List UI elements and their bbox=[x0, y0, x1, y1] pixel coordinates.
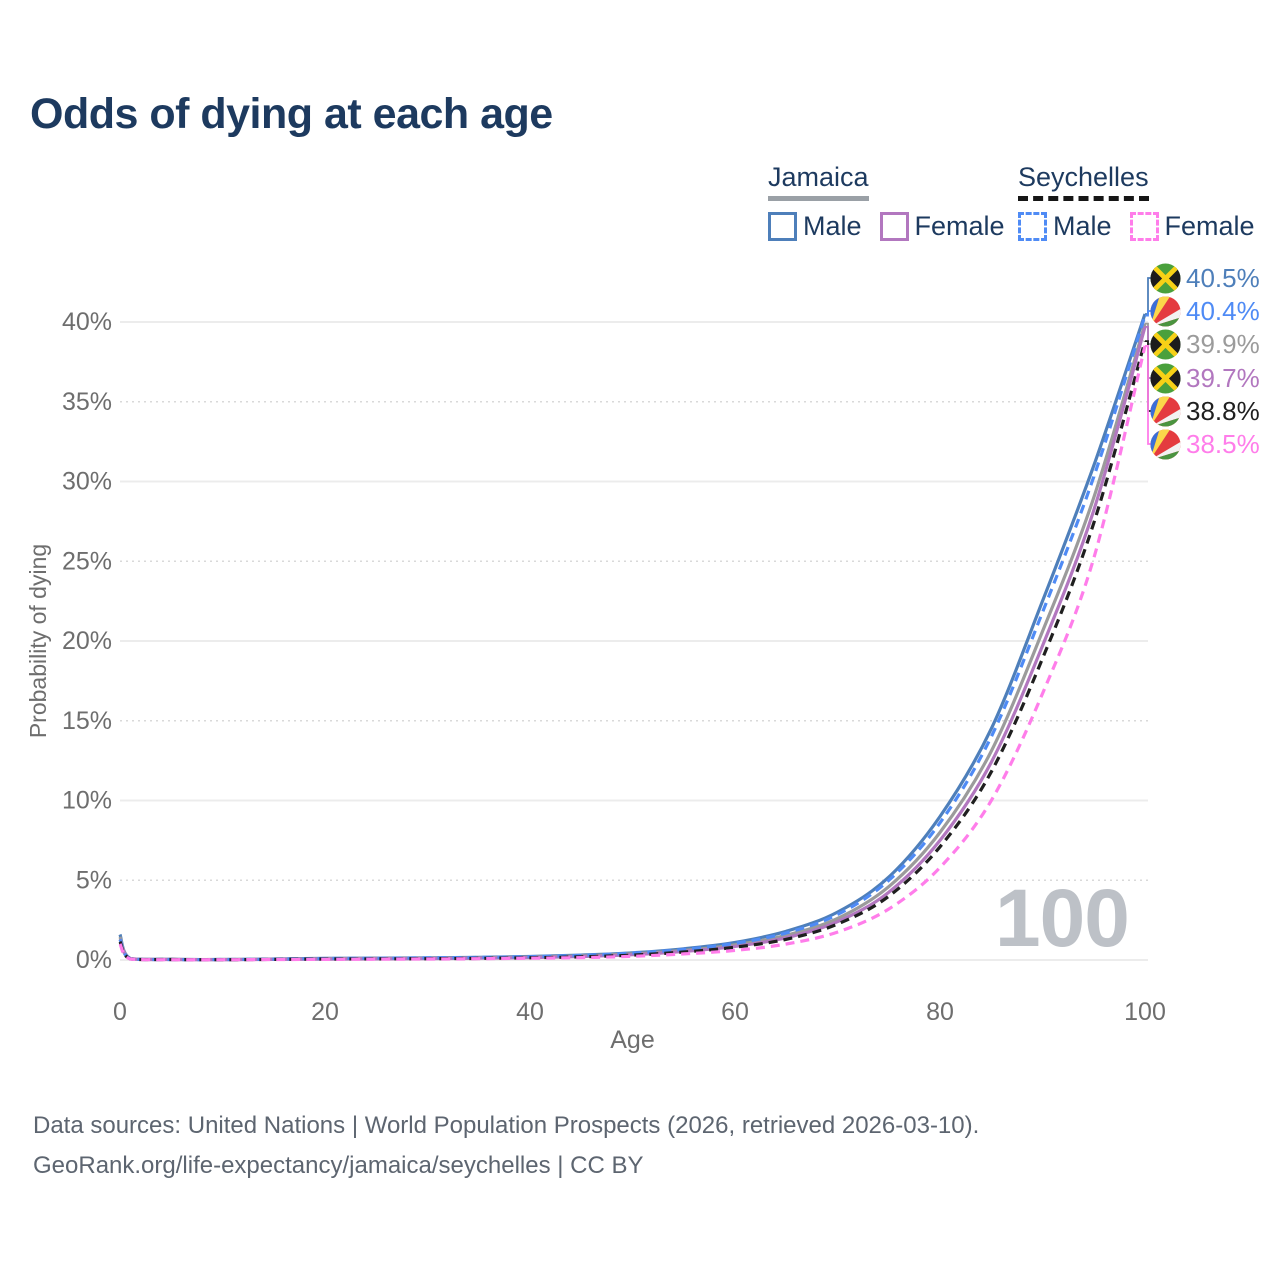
legend-header-seychelles[interactable]: Seychelles bbox=[1018, 162, 1149, 201]
end-label-seychelles-female[interactable]: 38.5% bbox=[1150, 428, 1260, 460]
flag-icon-jamaica bbox=[1150, 362, 1181, 394]
series-line-seychelles-female[interactable] bbox=[118, 345, 1147, 962]
flag-icon-seychelles bbox=[1150, 395, 1181, 427]
legend-swatch-jamaica-female[interactable] bbox=[879, 212, 909, 241]
y-tick-label: 35% bbox=[62, 388, 112, 416]
end-label-jamaica-female[interactable]: 39.7% bbox=[1150, 362, 1260, 394]
y-axis-title: Probability of dying bbox=[25, 544, 51, 738]
y-tick-label: 10% bbox=[62, 787, 112, 815]
legend-label-seychelles-female[interactable]: Female bbox=[1164, 211, 1255, 241]
legend-group-seychelles: Seychelles Male Female bbox=[1018, 162, 1273, 242]
y-tick-label: 5% bbox=[76, 866, 112, 894]
series-line-seychelles-both[interactable] bbox=[118, 340, 1147, 962]
legend-swatch-jamaica-male[interactable] bbox=[768, 212, 797, 241]
y-tick-label: 0% bbox=[76, 946, 112, 974]
x-tick-label: 60 bbox=[721, 998, 749, 1026]
flag-icon-seychelles bbox=[1150, 295, 1181, 327]
series-line-jamaica-male[interactable] bbox=[118, 313, 1147, 962]
end-label-value: 40.4% bbox=[1186, 295, 1260, 326]
end-label-value: 39.7% bbox=[1186, 362, 1260, 393]
legend-label-jamaica-female[interactable]: Female bbox=[914, 211, 1005, 241]
footer-data-sources: Data sources: United Nations | World Pop… bbox=[33, 1112, 980, 1139]
end-label-value: 40.5% bbox=[1186, 262, 1260, 293]
flag-icon-jamaica bbox=[1150, 262, 1181, 294]
legend-swatch-seychelles-male[interactable] bbox=[1018, 212, 1047, 241]
flag-icon-jamaica bbox=[1150, 328, 1181, 360]
end-label-value: 38.8% bbox=[1186, 395, 1260, 426]
y-tick-label: 40% bbox=[62, 308, 112, 336]
x-tick-label: 40 bbox=[516, 998, 544, 1026]
y-tick-label: 30% bbox=[62, 468, 112, 496]
legend-group-jamaica: Jamaica Male Female bbox=[768, 162, 1023, 242]
series-line-seychelles-male[interactable] bbox=[118, 315, 1147, 962]
y-tick-label: 15% bbox=[62, 707, 112, 735]
x-tick-label: 0 bbox=[113, 998, 127, 1026]
end-label-jamaica-male[interactable]: 40.5% bbox=[1150, 262, 1260, 294]
x-tick-label: 100 bbox=[1124, 998, 1166, 1026]
y-tick-label: 20% bbox=[62, 627, 112, 655]
legend-label-seychelles-male[interactable]: Male bbox=[1053, 211, 1112, 241]
age-counter-watermark: 100 bbox=[995, 873, 1130, 964]
chart-title: Odds of dying at each age bbox=[30, 90, 553, 138]
end-label-value: 38.5% bbox=[1186, 428, 1260, 459]
label-connector bbox=[1145, 310, 1152, 317]
legend-label-jamaica-male[interactable]: Male bbox=[803, 211, 862, 241]
label-connector bbox=[1145, 277, 1152, 315]
legend-header-jamaica[interactable]: Jamaica bbox=[768, 162, 869, 201]
end-label-jamaica-both-sexes[interactable]: 39.9% bbox=[1150, 328, 1260, 360]
end-label-value: 39.9% bbox=[1186, 328, 1260, 359]
series-line-jamaica-female[interactable] bbox=[118, 326, 1147, 962]
flag-icon-seychelles bbox=[1150, 428, 1181, 460]
footer-attribution: GeoRank.org/life-expectancy/jamaica/seyc… bbox=[33, 1152, 644, 1179]
y-tick-label: 25% bbox=[62, 547, 112, 575]
end-label-seychelles-both-sexes[interactable]: 38.8% bbox=[1150, 395, 1260, 427]
legend-swatch-seychelles-female[interactable] bbox=[1129, 212, 1159, 241]
x-axis-title: Age bbox=[610, 1026, 654, 1054]
end-label-seychelles-male[interactable]: 40.4% bbox=[1150, 295, 1260, 327]
x-tick-label: 20 bbox=[311, 998, 339, 1026]
x-tick-label: 80 bbox=[926, 998, 954, 1026]
footer: Data sources: United Nations | World Pop… bbox=[33, 1106, 979, 1186]
label-connector bbox=[1145, 345, 1152, 445]
